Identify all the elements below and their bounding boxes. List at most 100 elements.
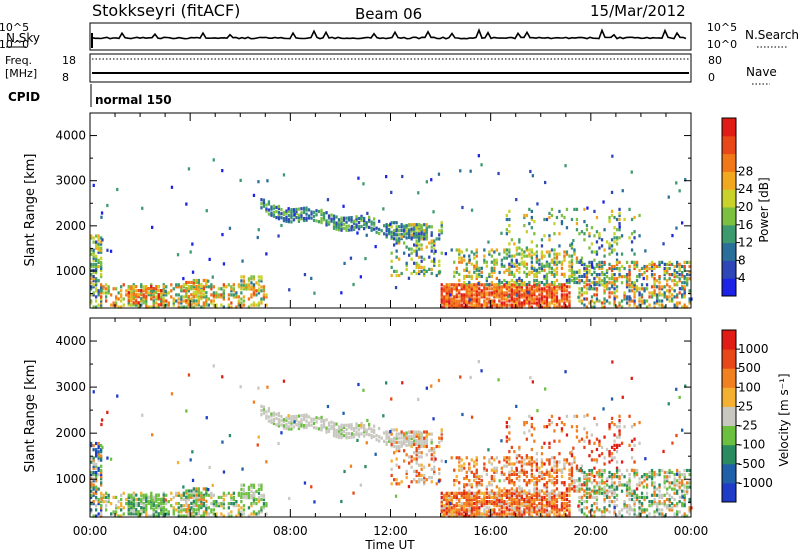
power-cell	[370, 228, 373, 232]
velocity-cell	[663, 477, 666, 481]
power-cell	[618, 266, 621, 271]
velocity-cell	[350, 425, 353, 429]
power-cell	[493, 303, 496, 307]
velocity-cell	[513, 493, 516, 497]
power-cell	[590, 242, 594, 246]
power-cell	[588, 268, 591, 273]
power-cell	[663, 291, 666, 295]
velocity-cell	[605, 483, 609, 487]
velocity-cell	[418, 480, 421, 484]
velocity-cell	[200, 503, 203, 508]
velocity-cell	[363, 424, 366, 428]
velocity-cell	[638, 481, 641, 485]
velocity-cell	[550, 481, 554, 485]
colorbar-tick-label: 20	[738, 200, 753, 214]
power-cell	[280, 223, 283, 228]
velocity-cell	[175, 491, 178, 495]
velocity-cell	[453, 468, 456, 472]
velocity-cell	[185, 497, 188, 501]
velocity-cell	[558, 491, 561, 495]
power-cell	[510, 264, 513, 268]
power-cell	[555, 285, 559, 289]
power-cell	[162, 287, 165, 291]
power-cell	[515, 285, 518, 289]
velocity-cell	[480, 512, 483, 516]
power-cell	[190, 293, 193, 297]
velocity-cell	[653, 493, 656, 497]
velocity-cell	[187, 510, 190, 514]
power-cell	[681, 286, 684, 290]
velocity-cell	[635, 483, 639, 487]
power-cell	[525, 274, 528, 278]
power-cell	[553, 268, 556, 272]
power-cell	[578, 281, 581, 285]
velocity-cell	[205, 491, 208, 495]
power-cell	[518, 287, 521, 291]
power-cell	[533, 293, 536, 297]
velocity-cell	[575, 468, 579, 472]
velocity-cell	[340, 423, 343, 427]
power-cell	[550, 291, 554, 295]
velocity-cell	[388, 439, 391, 443]
power-cell	[503, 291, 506, 295]
velocity-cell	[100, 493, 103, 497]
velocity-cell	[493, 504, 496, 508]
power-cell	[172, 301, 175, 305]
power-cell	[593, 283, 596, 287]
power-cell	[570, 264, 574, 268]
power-cell	[100, 283, 103, 287]
velocity-cell	[475, 476, 478, 481]
power-cell	[540, 266, 544, 270]
power-cell	[448, 297, 451, 301]
power-cell	[100, 299, 103, 303]
power-cell	[458, 252, 461, 256]
power-cell	[170, 295, 173, 299]
velocity-cell	[187, 512, 190, 516]
power-cell	[215, 303, 218, 307]
power-cell	[262, 293, 266, 297]
velocity-cell	[177, 502, 180, 506]
power-cell	[673, 279, 676, 283]
power-cell	[140, 289, 143, 293]
velocity-cell	[92, 485, 95, 489]
power-cell	[598, 266, 601, 271]
power-cell	[676, 275, 679, 279]
velocity-cell	[185, 503, 188, 508]
nsearch-label: N.Search	[745, 28, 799, 42]
power-cell	[240, 303, 243, 307]
power-cell	[430, 249, 433, 253]
power-cell	[192, 299, 195, 303]
power-cell	[460, 295, 463, 299]
power-cell	[650, 266, 654, 271]
velocity-cell	[618, 468, 621, 473]
velocity-cell	[508, 458, 511, 462]
power-cell	[671, 293, 674, 297]
power-cell	[548, 262, 551, 266]
velocity-cell	[653, 500, 656, 504]
velocity-cell	[585, 483, 589, 487]
power-cell	[455, 285, 458, 289]
velocity-cell	[503, 479, 506, 483]
power-cell	[420, 227, 423, 231]
velocity-cell	[330, 420, 333, 424]
power-cell	[583, 207, 586, 211]
velocity-cell	[610, 477, 614, 481]
velocity-cell	[415, 434, 418, 438]
power-cell	[583, 232, 586, 236]
velocity-cell	[190, 512, 193, 516]
velocity-cell	[540, 474, 544, 479]
power-cell	[197, 289, 200, 293]
power-cell	[653, 301, 656, 305]
velocity-cell	[495, 514, 498, 518]
power-cell	[292, 210, 296, 214]
velocity-cell	[393, 451, 396, 455]
power-cell	[468, 270, 471, 274]
power-cell	[105, 295, 108, 299]
velocity-cell	[666, 497, 669, 502]
velocity-cell	[605, 493, 609, 497]
velocity-cell	[508, 508, 511, 512]
power-cell	[340, 226, 343, 230]
power-cell	[578, 299, 581, 303]
velocity-cell	[598, 491, 601, 495]
velocity-cell	[593, 485, 596, 489]
